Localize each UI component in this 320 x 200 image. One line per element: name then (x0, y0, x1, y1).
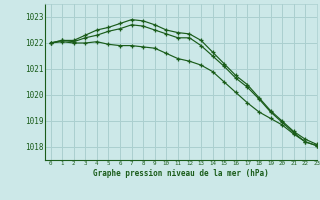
X-axis label: Graphe pression niveau de la mer (hPa): Graphe pression niveau de la mer (hPa) (93, 169, 269, 178)
